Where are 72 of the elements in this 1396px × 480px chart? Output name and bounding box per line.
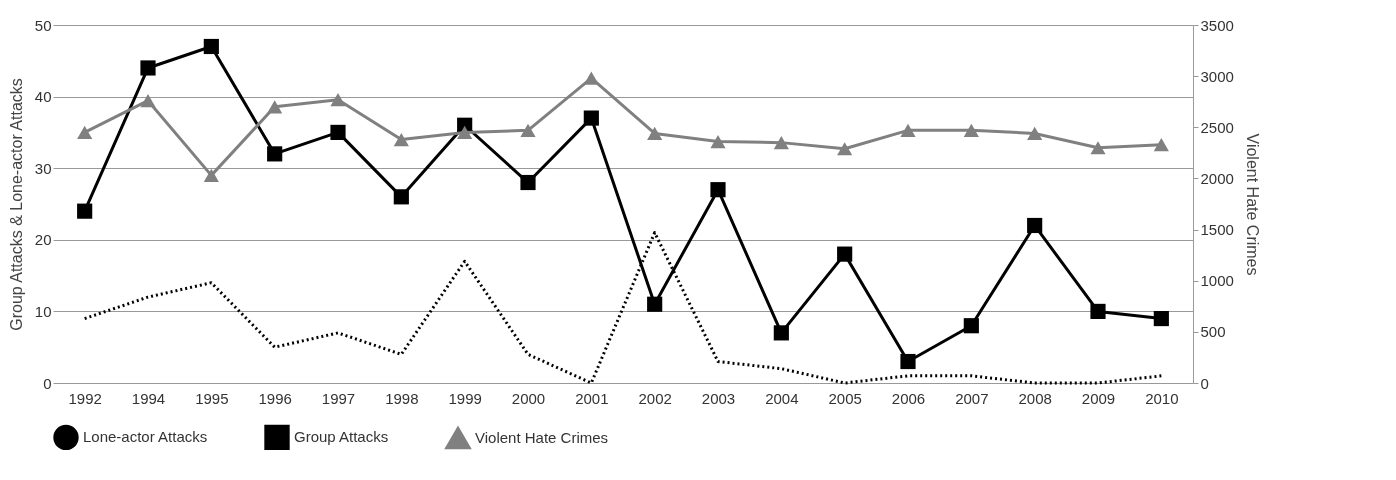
point [1027,126,1043,140]
point [393,132,409,147]
point [1090,303,1106,319]
y2-axis-title: Violent Hate Crimes [1243,133,1261,276]
legend-label: Violent Hate Crimes [475,429,609,447]
point [773,325,789,341]
y2-tick-label: 2000 [1200,169,1234,187]
y2-tick-label: 1500 [1200,221,1234,239]
x-tick-label: 2008 [1018,389,1052,407]
y2-tick-label: 500 [1200,323,1226,341]
x-tick-label: 1995 [195,389,229,407]
point [1153,138,1169,152]
y-tick-label: 0 [43,374,52,392]
x-tick-label: 1996 [258,389,292,407]
point [457,125,473,139]
point [837,246,853,262]
point [330,124,346,140]
x-tick-label: 2002 [638,389,672,407]
y2-tick-label: 1000 [1200,272,1234,290]
point [710,135,726,149]
point [203,168,219,182]
point [583,71,599,85]
y-tick-label: 40 [34,88,52,106]
point [963,123,979,137]
y-axis-title: Group Attacks & Lone-actor Attacks [7,78,25,331]
point [583,110,599,126]
point [647,296,663,312]
x-tick-label: 1997 [321,389,356,407]
point [837,142,853,156]
point [267,146,283,162]
x-tick-label: 1998 [385,389,419,407]
point [140,94,156,108]
x-tick-label: 1999 [448,389,482,407]
point [1027,217,1043,234]
x-tick-label: 2006 [891,389,926,407]
y2-tick-label: 0 [1200,374,1209,392]
point [330,93,346,107]
x-tick-label: 2003 [701,389,736,407]
y-tick-label: 10 [34,302,52,320]
legend-label: Lone-actor Attacks [83,428,208,446]
x-tick-label: 1992 [68,389,102,407]
point [393,189,409,205]
x-tick-label: 2000 [511,389,546,407]
point [900,353,916,370]
point [77,203,93,219]
x-tick-label: 2009 [1081,389,1116,407]
x-tick-label: 1994 [131,389,166,407]
point [520,174,536,191]
x-tick-label: 2004 [765,389,799,407]
point [140,60,156,76]
y-tick-label: 20 [34,231,52,249]
point [710,182,726,198]
legend-label: Group Attacks [294,428,389,446]
x-tick-label: 2001 [575,389,609,407]
y-tick-label: 30 [34,159,52,177]
y-tick-label: 50 [34,16,52,34]
point [900,123,916,137]
x-tick-label: 2005 [828,389,862,407]
point [647,126,663,140]
point [267,100,283,114]
x-tick-label: 2007 [955,389,989,407]
y2-tick-label: 2500 [1200,118,1234,136]
point [963,318,979,334]
point [773,136,789,150]
point [77,125,93,139]
point [1153,310,1169,327]
point [203,38,219,55]
y2-tick-label: 3500 [1200,16,1234,34]
y2-tick-label: 3000 [1200,67,1234,85]
x-tick-label: 2010 [1145,389,1179,407]
point [520,123,536,137]
point [1090,141,1106,155]
